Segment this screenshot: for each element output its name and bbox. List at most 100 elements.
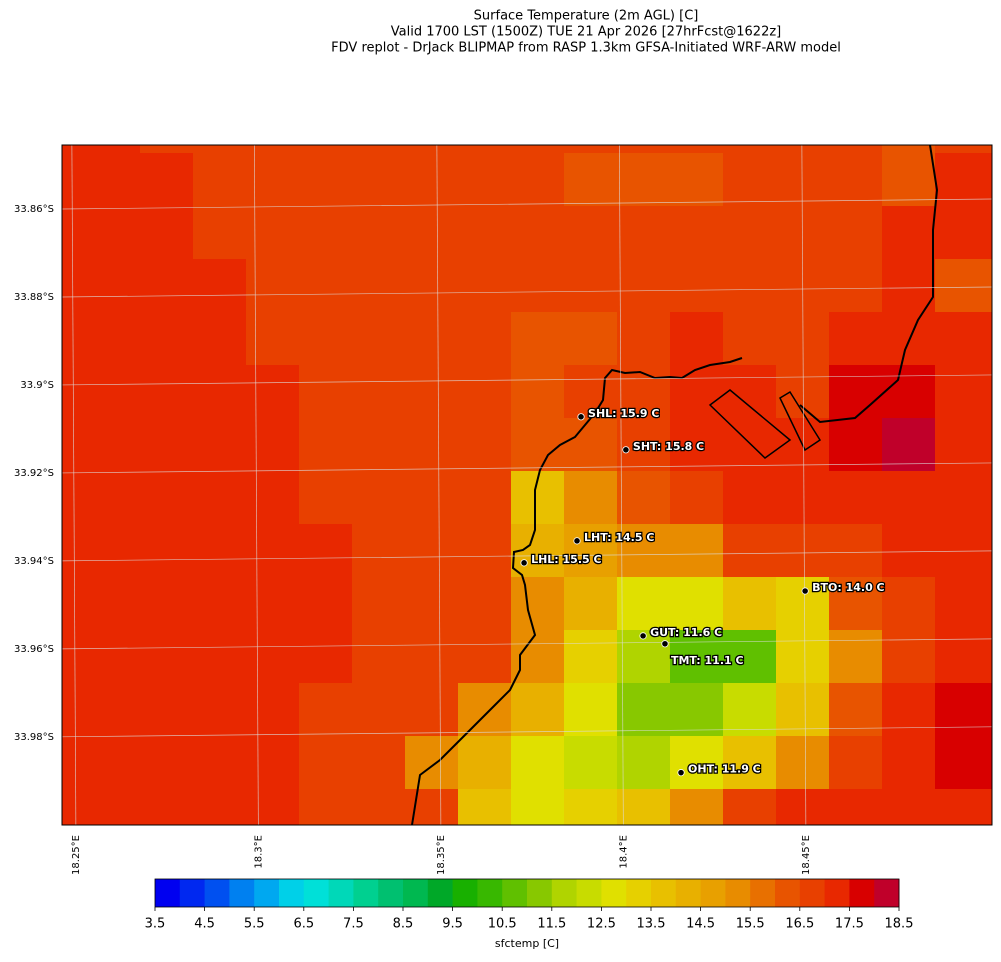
temp-cell bbox=[299, 789, 353, 825]
temp-cell bbox=[405, 312, 459, 366]
temp-cell bbox=[87, 259, 141, 313]
temp-cell bbox=[511, 365, 565, 419]
colorbar-swatch bbox=[279, 879, 305, 907]
temp-cell bbox=[723, 683, 777, 737]
temp-cell bbox=[246, 524, 300, 578]
temp-cell bbox=[458, 206, 512, 260]
temp-cell bbox=[405, 418, 459, 472]
temp-cell bbox=[405, 153, 459, 207]
temp-cell bbox=[62, 577, 88, 631]
temp-cell bbox=[352, 365, 406, 419]
colorbar-frame bbox=[154, 878, 900, 908]
colorbar-tick-label: 13.5 bbox=[637, 917, 666, 932]
temp-cell bbox=[140, 630, 194, 684]
temp-cell bbox=[988, 577, 992, 631]
station-dot bbox=[577, 413, 585, 421]
temp-cell bbox=[988, 259, 992, 313]
temp-cell bbox=[62, 471, 88, 525]
colorbar-tick-label: 9.5 bbox=[442, 917, 463, 932]
temp-cell bbox=[935, 206, 989, 260]
temp-cell bbox=[776, 471, 830, 525]
colorbar-swatch bbox=[477, 879, 503, 907]
temp-cell bbox=[723, 630, 777, 684]
temp-cell bbox=[246, 312, 300, 366]
colorbar-swatch bbox=[849, 879, 875, 907]
temp-cell bbox=[246, 259, 300, 313]
lat-label: 33.88°S bbox=[14, 292, 54, 303]
temp-cell bbox=[617, 418, 671, 472]
temp-cell bbox=[776, 630, 830, 684]
temp-cell bbox=[882, 145, 936, 154]
temp-cell bbox=[882, 312, 936, 366]
temp-cell bbox=[299, 471, 353, 525]
temp-cell bbox=[882, 683, 936, 737]
temp-cell bbox=[935, 683, 989, 737]
temp-cell bbox=[829, 418, 883, 472]
temp-cell bbox=[829, 524, 883, 578]
temp-cell bbox=[405, 471, 459, 525]
colorbar-swatch bbox=[725, 879, 751, 907]
temp-cell bbox=[723, 153, 777, 207]
temp-cell bbox=[670, 577, 724, 631]
temp-cell bbox=[564, 145, 618, 154]
temp-cell bbox=[405, 206, 459, 260]
temp-cell bbox=[935, 259, 989, 313]
temp-cell bbox=[246, 418, 300, 472]
temp-cell bbox=[617, 577, 671, 631]
temp-cell bbox=[193, 145, 247, 154]
temp-cell bbox=[564, 736, 618, 790]
temp-cell bbox=[140, 418, 194, 472]
temp-cell bbox=[935, 577, 989, 631]
temp-cell bbox=[882, 365, 936, 419]
temp-cell bbox=[405, 577, 459, 631]
temp-cell bbox=[458, 312, 512, 366]
temp-cell bbox=[988, 418, 992, 472]
temp-cell bbox=[882, 789, 936, 825]
temp-cell bbox=[935, 789, 989, 825]
colorbar-swatch bbox=[502, 879, 528, 907]
temp-cell bbox=[511, 683, 565, 737]
lon-label: 18.25°E bbox=[71, 835, 82, 875]
colorbar-swatch bbox=[626, 879, 652, 907]
harbour-wall bbox=[708, 389, 792, 459]
temp-cell bbox=[511, 789, 565, 825]
temp-cell bbox=[193, 630, 247, 684]
temp-cell bbox=[140, 736, 194, 790]
station-label: SHL: 15.9 C bbox=[588, 407, 659, 420]
temp-cell bbox=[87, 630, 141, 684]
temp-cell bbox=[829, 736, 883, 790]
temp-cell bbox=[458, 683, 512, 737]
colorbar-swatch bbox=[254, 879, 280, 907]
temp-cell bbox=[62, 789, 88, 825]
title-line: Valid 1700 LST (1500Z) TUE 21 Apr 2026 [… bbox=[391, 25, 782, 40]
temp-cell bbox=[299, 145, 353, 154]
temp-cell bbox=[62, 365, 88, 419]
temp-cell bbox=[299, 683, 353, 737]
temp-cell bbox=[299, 630, 353, 684]
temp-cell bbox=[140, 524, 194, 578]
stations: SHL: 15.9 C SHT: 15.8 C LHT: 14.5 C LHL: 15… bbox=[520, 406, 886, 777]
temp-cell bbox=[352, 683, 406, 737]
colorbar-swatch bbox=[303, 879, 329, 907]
temp-cell bbox=[62, 206, 88, 260]
temp-cell bbox=[564, 683, 618, 737]
temp-cell bbox=[405, 365, 459, 419]
colorbar-tick-label: 7.5 bbox=[343, 917, 364, 932]
temp-cell bbox=[62, 418, 88, 472]
colorbar-tick-label: 10.5 bbox=[488, 917, 517, 932]
temp-cell bbox=[617, 736, 671, 790]
station-label: TMT: 11.1 C bbox=[671, 654, 744, 667]
temp-cell bbox=[829, 789, 883, 825]
station-label: SHT: 15.8 C bbox=[633, 440, 704, 453]
colorbar-swatch bbox=[675, 879, 701, 907]
temp-cell bbox=[246, 153, 300, 207]
temp-cell bbox=[140, 365, 194, 419]
lat-label: 33.9°S bbox=[20, 380, 54, 391]
station-dot bbox=[677, 769, 685, 777]
grid-line bbox=[801, 145, 807, 825]
temp-cell bbox=[246, 789, 300, 825]
lat-label: 33.98°S bbox=[14, 732, 54, 743]
temp-cell bbox=[829, 577, 883, 631]
temp-cell bbox=[458, 577, 512, 631]
